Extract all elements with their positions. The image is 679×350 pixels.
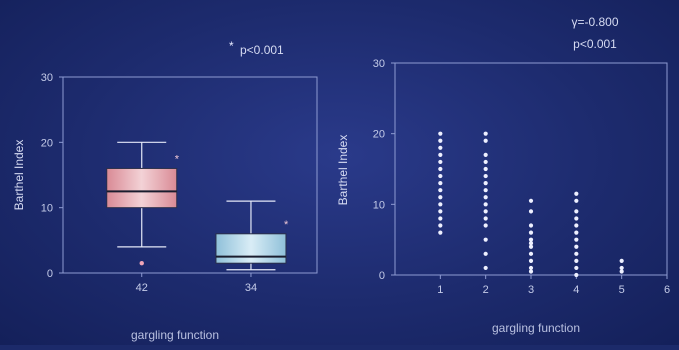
box-extreme-marker: * <box>284 219 289 231</box>
scatter-point <box>438 216 443 221</box>
box-outlier <box>139 261 144 266</box>
scatter-point <box>483 181 488 186</box>
scatter-point <box>438 145 443 150</box>
scatter-xtick-label: 2 <box>483 284 489 296</box>
scatter-point <box>528 258 534 263</box>
scatter-point <box>483 209 488 214</box>
scatter-point <box>483 159 488 165</box>
scatter-point <box>438 131 443 136</box>
box-extreme-marker: * <box>175 154 180 166</box>
scatter-point <box>574 191 579 196</box>
scatter-point <box>483 251 488 256</box>
scatter-point <box>574 237 579 242</box>
scatter-point <box>574 230 579 235</box>
scatter-point <box>483 131 488 136</box>
boxplot-ytick-label: 0 <box>47 268 53 280</box>
scatter-ytick-label: 0 <box>379 270 385 282</box>
scatter-point <box>528 251 534 256</box>
scatter-ytick-label: 30 <box>373 58 385 70</box>
scatter-xtick-label: 3 <box>528 284 534 296</box>
scatter-stat-p: p<0.001 <box>573 37 617 51</box>
scatter-point <box>483 202 488 207</box>
boxplot-annotation-marker: * <box>229 39 234 53</box>
boxplot-xtick-label: 42 <box>136 282 148 294</box>
scatter-point <box>528 230 534 235</box>
scatter-point <box>483 216 488 221</box>
scatter-point <box>619 258 624 263</box>
scatter-point <box>438 152 443 157</box>
scatter-point <box>438 195 443 200</box>
scatter-point <box>528 244 534 249</box>
scatter-point <box>483 223 488 228</box>
scatter-point <box>574 223 579 228</box>
scatter-point <box>574 265 579 271</box>
scatter-point <box>483 173 488 179</box>
scatter-xtick-label: 1 <box>437 284 443 296</box>
scatter-point <box>438 202 443 207</box>
scatter-point <box>528 237 534 242</box>
scatter-point <box>483 237 488 242</box>
scatter-point <box>483 152 488 157</box>
scatter-point <box>574 198 579 203</box>
scatter-point <box>483 195 488 200</box>
scatter-xtick-label: 6 <box>664 284 670 296</box>
scatter-ytick-label: 10 <box>373 199 385 211</box>
scatter-point <box>483 166 488 172</box>
boxplot-ylabel: Barthel Index <box>12 140 26 211</box>
scatter-point <box>574 258 579 263</box>
boxplot-xlabel: gargling function <box>131 328 219 342</box>
boxplot-panel: * p<0.001 Barthel Index gargling functio… <box>12 39 318 342</box>
boxplot-xtick-label: 34 <box>245 282 257 294</box>
box-iqr <box>106 167 178 209</box>
boxplot-ytick-label: 20 <box>41 137 53 149</box>
scatter-point <box>438 181 443 186</box>
scatter-point <box>574 216 579 221</box>
scatter-point <box>528 223 534 228</box>
boxplot-annotation: p<0.001 <box>240 43 284 57</box>
scatter-point <box>619 265 624 271</box>
scatter-point <box>438 230 443 235</box>
scatter-panel: γ=-0.800 p<0.001 Barthel Index gargling … <box>336 15 670 335</box>
scatter-point <box>438 173 443 179</box>
scatter-point <box>619 269 624 274</box>
scatter-point <box>438 138 443 143</box>
scatter-point <box>528 269 534 274</box>
scatter-point <box>574 244 579 249</box>
scatter-xtick-label: 5 <box>619 284 625 296</box>
scatter-stat-gamma: γ=-0.800 <box>571 15 618 29</box>
scatter-ylabel: Barthel Index <box>336 135 350 206</box>
scatter-point <box>438 159 443 165</box>
scatter-xlabel: gargling function <box>492 321 580 335</box>
scatter-point <box>528 241 534 246</box>
scatter-point <box>574 209 579 214</box>
boxplot-ytick-label: 30 <box>41 72 53 84</box>
scatter-point <box>438 209 443 214</box>
boxplot-ytick-label: 10 <box>41 203 53 215</box>
scatter-point <box>438 223 443 228</box>
scatter-point <box>483 265 488 271</box>
scatter-ytick-label: 20 <box>373 129 385 141</box>
boxplot-frame <box>62 76 318 274</box>
scatter-point <box>438 188 443 193</box>
scatter-point <box>483 138 488 143</box>
scatter-xtick-label: 4 <box>573 284 579 296</box>
scatter-point <box>483 188 488 193</box>
scatter-point <box>574 251 579 256</box>
scatter-point <box>574 272 579 278</box>
scatter-point <box>528 209 534 214</box>
scatter-point <box>438 166 443 172</box>
scatter-point <box>528 265 534 271</box>
box-iqr <box>215 233 287 264</box>
scatter-point <box>528 198 534 203</box>
